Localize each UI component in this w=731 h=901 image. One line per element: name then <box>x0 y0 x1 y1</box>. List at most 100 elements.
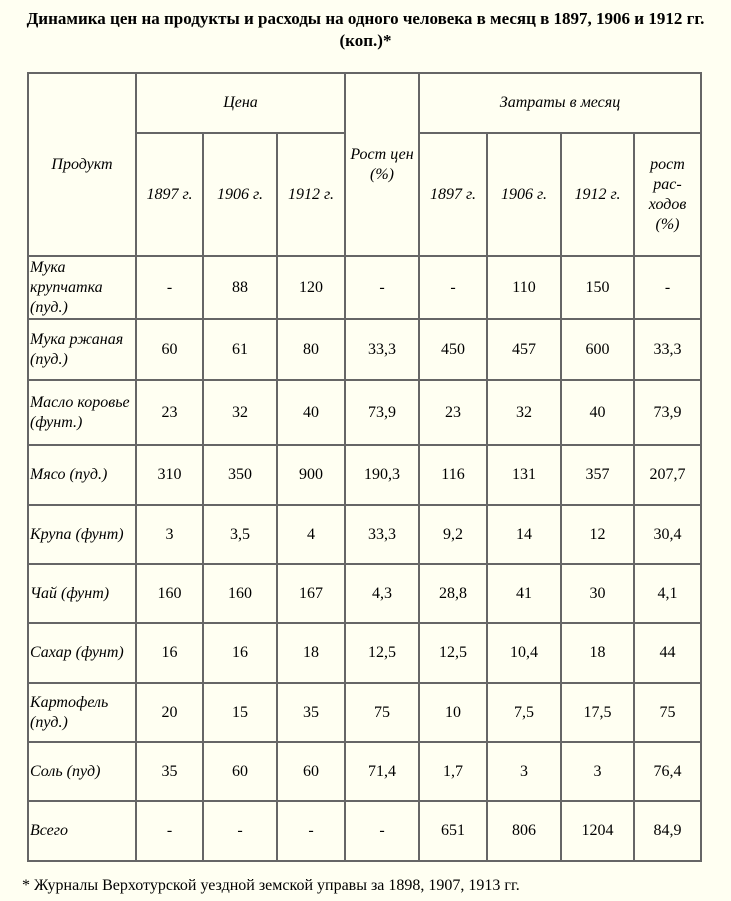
value-cell: 7,5 <box>486 682 562 743</box>
value-cell: 600 <box>560 318 635 381</box>
value-cell: 350 <box>202 444 278 506</box>
value-cell: - <box>276 800 346 862</box>
header-cell: 1912 г. <box>276 132 346 257</box>
value-cell: - <box>135 255 204 320</box>
value-cell: 3 <box>135 504 204 565</box>
value-cell: 900 <box>276 444 346 506</box>
table-row: Мясо (пуд.) 310 350 900 190,3 116 131 357 207,7 <box>27 444 702 506</box>
value-cell: - <box>344 800 420 862</box>
value-cell: 75 <box>344 682 420 743</box>
value-cell: 167 <box>276 563 346 624</box>
value-cell: - <box>202 800 278 862</box>
table-row: Чай (фунт) 160 160 167 4,3 28,8 41 30 4,1 <box>27 563 702 624</box>
header-cell: рост рас-ходов (%) <box>633 132 702 257</box>
value-cell: 88 <box>202 255 278 320</box>
value-cell: 1,7 <box>418 741 488 802</box>
value-cell: 450 <box>418 318 488 381</box>
value-cell: 41 <box>486 563 562 624</box>
value-cell: 116 <box>418 444 488 506</box>
footnote: * Журналы Верхотурской уездной земской у… <box>22 877 520 894</box>
value-cell: 160 <box>202 563 278 624</box>
header-row: Продукт Цена Рост цен (%) Затраты в меся… <box>27 72 702 257</box>
header-cell: Затраты в месяц <box>418 72 702 134</box>
value-cell: 73,9 <box>344 379 420 446</box>
product-cell: Соль (пуд) <box>27 741 137 802</box>
value-cell: 12 <box>560 504 635 565</box>
value-cell: 110 <box>486 255 562 320</box>
value-cell: - <box>633 255 702 320</box>
product-cell: Картофель (пуд.) <box>27 682 137 743</box>
value-cell: 30 <box>560 563 635 624</box>
value-cell: 33,3 <box>344 504 420 565</box>
value-cell: 651 <box>418 800 488 862</box>
value-cell: 15 <box>202 682 278 743</box>
header-cell: Продукт <box>27 72 137 257</box>
header-cell: Рост цен (%) <box>344 72 420 257</box>
value-cell: 16 <box>135 622 204 684</box>
value-cell: 4 <box>276 504 346 565</box>
value-cell: 35 <box>135 741 204 802</box>
value-cell: 12,5 <box>344 622 420 684</box>
value-cell: 4,1 <box>633 563 702 624</box>
title: Динамика цен на продукты и расходы на од… <box>26 9 705 50</box>
table-row: Соль (пуд) 35 60 60 71,4 1,7 3 3 76,4 <box>27 741 702 802</box>
table-row: Всего - - - -651 806 1204 84,9 <box>27 800 702 862</box>
value-cell: 150 <box>560 255 635 320</box>
header-cell: 1897 г. <box>135 132 204 257</box>
header-cell: Цена <box>135 72 346 134</box>
product-cell: Всего <box>27 800 137 862</box>
value-cell: 60 <box>135 318 204 381</box>
table-row: Картофель (пуд.) 20 15 35 75 10 7,5 17,5 75 <box>27 682 702 743</box>
value-cell: 32 <box>486 379 562 446</box>
product-cell: Мясо (пуд.) <box>27 444 137 506</box>
value-cell: 14 <box>486 504 562 565</box>
value-cell: 60 <box>276 741 346 802</box>
value-cell: 12,5 <box>418 622 488 684</box>
table-row: Мука крупчатка (пуд.) -88 120- -110 150- <box>27 255 702 320</box>
table-row: Крупа (фунт) 3 3,5 4 33,3 9,2 14 12 30,4 <box>27 504 702 565</box>
value-cell: 160 <box>135 563 204 624</box>
value-cell: - <box>135 800 204 862</box>
value-cell: 806 <box>486 800 562 862</box>
value-cell: 33,3 <box>344 318 420 381</box>
value-cell: 357 <box>560 444 635 506</box>
product-cell: Масло коровье (фунт.) <box>27 379 137 446</box>
value-cell: 207,7 <box>633 444 702 506</box>
product-cell: Мука крупчатка (пуд.) <box>27 255 137 320</box>
value-cell: 18 <box>276 622 346 684</box>
value-cell: 60 <box>202 741 278 802</box>
value-cell: 23 <box>135 379 204 446</box>
value-cell: 44 <box>633 622 702 684</box>
product-cell: Крупа (фунт) <box>27 504 137 565</box>
value-cell: 4,3 <box>344 563 420 624</box>
value-cell: 35 <box>276 682 346 743</box>
value-cell: 3 <box>486 741 562 802</box>
value-cell: - <box>344 255 420 320</box>
value-cell: 457 <box>486 318 562 381</box>
value-cell: 10 <box>418 682 488 743</box>
value-cell: 40 <box>276 379 346 446</box>
value-cell: 120 <box>276 255 346 320</box>
value-cell: 3 <box>560 741 635 802</box>
value-cell: 73,9 <box>633 379 702 446</box>
value-cell: 1204 <box>560 800 635 862</box>
value-cell: 20 <box>135 682 204 743</box>
value-cell: 17,5 <box>560 682 635 743</box>
value-cell: - <box>418 255 488 320</box>
value-cell: 190,3 <box>344 444 420 506</box>
table-body: Продукт Цена Рост цен (%) Затраты в меся… <box>27 72 702 862</box>
header-cell: 1912 г. <box>560 132 635 257</box>
value-cell: 3,5 <box>202 504 278 565</box>
value-cell: 75 <box>633 682 702 743</box>
value-cell: 80 <box>276 318 346 381</box>
value-cell: 40 <box>560 379 635 446</box>
value-cell: 18 <box>560 622 635 684</box>
product-cell: Чай (фунт) <box>27 563 137 624</box>
value-cell: 9,2 <box>418 504 488 565</box>
value-cell: 32 <box>202 379 278 446</box>
value-cell: 131 <box>486 444 562 506</box>
header-cell: 1906 г. <box>202 132 278 257</box>
price-table: Продукт Цена Рост цен (%) Затраты в меся… <box>27 72 702 862</box>
header-row: 1897 г. 1906 г. 1912 г. 1897 г. 1906 г. … <box>28 132 702 257</box>
